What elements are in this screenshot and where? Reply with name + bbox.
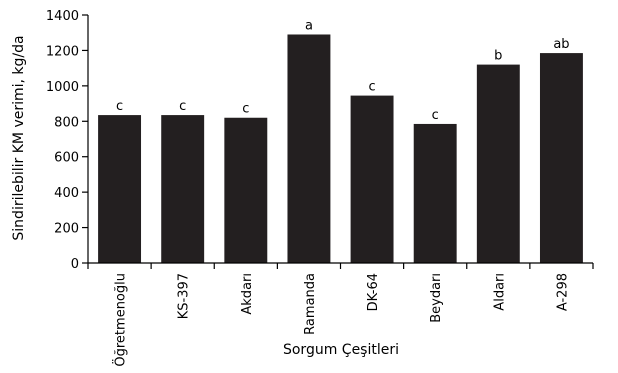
bar bbox=[476, 64, 520, 263]
y-tick-label: 1200 bbox=[46, 44, 79, 59]
y-tick-label: 800 bbox=[54, 115, 79, 130]
x-category-label: Akdarı bbox=[240, 273, 255, 315]
bar-data-label: a bbox=[305, 18, 313, 33]
plot-area: c c c a c c b ab 0 200 400 600 800 1000 1200 1400 Öğre… bbox=[46, 9, 594, 367]
x-category-label: Aldarı bbox=[492, 273, 507, 311]
bar bbox=[98, 115, 142, 263]
y-tick-label: 200 bbox=[54, 222, 79, 237]
x-category-label: Ramanda bbox=[303, 273, 318, 335]
bar bbox=[224, 117, 268, 263]
bar bbox=[539, 53, 583, 264]
y-tick-label: 0 bbox=[71, 257, 79, 272]
bar-data-label: c bbox=[179, 99, 186, 114]
bar-data-label: c bbox=[368, 80, 375, 95]
y-axis-title: Sindirilebilir KM verimi, kg/da bbox=[11, 35, 27, 240]
y-tick-label: 1400 bbox=[46, 9, 79, 24]
bar-data-label: ab bbox=[553, 37, 569, 52]
y-tick-label: 600 bbox=[54, 151, 79, 166]
bar bbox=[287, 34, 331, 263]
x-category-label: A-298 bbox=[555, 273, 570, 311]
bar bbox=[350, 95, 394, 263]
x-axis-title: Sorgum Çeşitleri bbox=[283, 342, 399, 358]
x-category-label: Beydarı bbox=[429, 273, 444, 323]
y-tick-label: 1000 bbox=[46, 80, 79, 95]
x-category-label: Öğretmenoğlu bbox=[112, 273, 129, 367]
bar-data-label: c bbox=[116, 99, 123, 114]
bar-data-label: c bbox=[242, 102, 249, 117]
bars-group bbox=[98, 34, 583, 264]
x-ticks-group bbox=[87, 263, 594, 269]
bar bbox=[161, 115, 205, 263]
bar-data-label: b bbox=[494, 49, 502, 64]
y-tick-label: 400 bbox=[54, 186, 79, 201]
bar-data-label: c bbox=[432, 108, 439, 123]
y-ticks-group: 0 200 400 600 800 1000 1200 1400 bbox=[46, 9, 88, 272]
bar bbox=[413, 123, 457, 263]
bar-labels-group: c c c a c c b ab bbox=[116, 18, 570, 122]
x-category-label: KS-397 bbox=[177, 273, 192, 319]
x-category-labels: Öğretmenoğlu KS-397 Akdarı Ramanda DK-64 Beyd… bbox=[112, 273, 571, 367]
x-category-label: DK-64 bbox=[366, 273, 381, 311]
